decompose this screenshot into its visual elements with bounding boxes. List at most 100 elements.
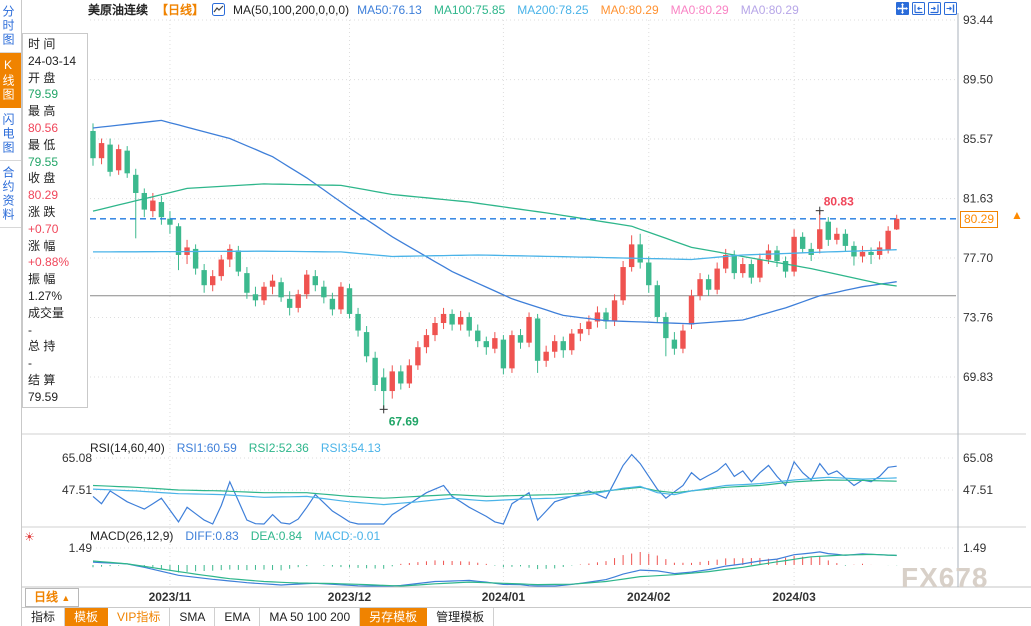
rsi-tick-label-right: 65.08	[963, 451, 993, 465]
rsi-value-2: RSI3:54.13	[320, 441, 381, 455]
rsi-line-RSI2	[92, 479, 897, 499]
x-axis-date-label: 2024/01	[482, 590, 526, 604]
period-selector-button[interactable]: 日线 ▲	[25, 588, 80, 607]
macd-histogram-group	[92, 551, 898, 573]
ma-value-2: MA200:78.25	[517, 2, 589, 17]
rail-tab-0[interactable]: 分时图	[0, 0, 21, 53]
quote-label: 结 算	[28, 372, 56, 387]
ma-line-MA200	[93, 249, 897, 261]
price-tick-label: 85.57	[963, 132, 993, 146]
quote-label: 涨 幅	[28, 238, 56, 253]
macd-tick-label-left: 1.49	[69, 541, 93, 555]
quote-label: 最 低	[28, 137, 56, 152]
macd-tick-label-right: 1.49	[963, 541, 987, 555]
rail-tab-1[interactable]: K线图	[0, 53, 21, 108]
macd-lines-group	[92, 551, 897, 587]
quote-value: 80.56	[28, 120, 59, 135]
bottom-toolbar: 指标 模板 VIP指标 SMA EMA MA 50 100 200 另存模板 管理模板	[22, 608, 495, 626]
rsi-tick-label-left: 65.08	[62, 451, 92, 465]
indicator-settings-icon[interactable]: ☀	[24, 530, 35, 544]
ma-value-3: MA0:80.29	[600, 2, 659, 17]
quote-label: 总 持	[28, 339, 56, 354]
rsi-lines-group	[92, 453, 897, 525]
quote-label: 开 盘	[28, 70, 56, 85]
ma-value-5: MA0:80.29	[740, 2, 799, 17]
quote-value: 79.55	[28, 154, 59, 169]
toolbar-button-5[interactable]: MA 50 100 200	[260, 608, 361, 626]
quote-value: 79.59	[28, 389, 59, 404]
quote-label: 振 幅	[28, 272, 56, 287]
ma-indicator-icon	[212, 3, 226, 16]
macd-value-0: DIFF:0.83	[185, 529, 239, 543]
rsi-value-1: RSI2:52.36	[248, 441, 309, 455]
x-axis-date-label: 2024/03	[772, 590, 816, 604]
quote-value: 1.27%	[28, 288, 63, 303]
price-tick-label: 73.76	[963, 311, 993, 325]
x-axis-date-label: 2024/02	[627, 590, 671, 604]
period-tag: 【日线】	[156, 3, 205, 17]
fit-right-icon[interactable]	[928, 2, 941, 15]
ma-line-MA100	[92, 183, 897, 287]
toolbar-button-3[interactable]: SMA	[170, 608, 216, 626]
macd-dea-line	[92, 553, 897, 587]
rsi-line-RSI1	[92, 453, 897, 525]
macd-value-1: DEA:0.84	[250, 529, 303, 543]
x-axis-date-label: 2023/12	[328, 590, 372, 604]
symbol-name: 美原油连续	[88, 3, 149, 17]
ma-value-1: MA100:75.85	[433, 2, 506, 17]
price-tick-label: 77.70	[963, 251, 993, 265]
chart-toolbar-icons	[896, 2, 957, 15]
rsi-value-0: RSI1:60.59	[176, 441, 237, 455]
macd-value-2: MACD:-0.01	[314, 529, 381, 543]
macd-diff-line	[92, 551, 897, 587]
bottom-toolbar-row: 指标 模板 VIP指标 SMA EMA MA 50 100 200 另存模板 管理模板	[0, 607, 1031, 626]
toolbar-button-1[interactable]: 模板	[65, 608, 109, 626]
quote-value: 24-03-14	[28, 53, 77, 68]
price-tick-label: 89.50	[963, 73, 993, 87]
ma-lines-group	[92, 119, 897, 325]
rsi-line-RSI3	[92, 476, 897, 506]
chevron-up-icon: ▲	[61, 593, 71, 603]
ma-value-0: MA50:76.13	[357, 2, 422, 17]
candles-group	[90, 123, 900, 410]
rsi-tick-label-right: 47.51	[963, 483, 993, 497]
toolbar-button-0[interactable]: 指标	[22, 608, 66, 626]
expand-right-icon[interactable]	[944, 2, 957, 15]
ma-value-4: MA0:80.29	[670, 2, 729, 17]
rsi-tick-label-left: 47.51	[62, 483, 92, 497]
rsi-values: RSI1:60.59 RSI2:52.36 RSI3:54.13	[177, 441, 381, 455]
chart-type-rail: 分时图 K线图 闪电图 合约资料	[0, 0, 22, 626]
ma-params-label: MA(50,100,200,0,0,0)	[233, 2, 350, 17]
macd-pane-header: MACD(26,12,9) DIFF:0.83 DEA:0.84 MACD:-0.0…	[90, 529, 380, 543]
quote-label: 时 间	[28, 37, 56, 51]
rail-tab-2[interactable]: 闪电图	[0, 108, 21, 161]
fit-left-icon[interactable]	[912, 2, 925, 15]
toolbar-button-6[interactable]: 另存模板	[360, 608, 428, 626]
low-annotation: 67.69	[389, 414, 419, 428]
rail-tab-3[interactable]: 合约资料	[0, 161, 21, 228]
toolbar-button-7[interactable]: 管理模板	[427, 608, 495, 626]
price-up-arrow-icon: ▲	[1011, 208, 1023, 222]
watermark: FX678	[901, 562, 989, 593]
x-axis-date-label: 2023/11	[149, 590, 192, 604]
quote-value: +0.70	[28, 221, 59, 236]
chart-header: 美原油连续 【日线】 MA(50,100,200,0,0,0) MA50:76.…	[88, 1, 799, 18]
macd-values: DIFF:0.83 DEA:0.84 MACD:-0.01	[185, 529, 380, 543]
quote-value: 79.59	[28, 87, 59, 102]
move-icon[interactable]	[896, 2, 909, 15]
quote-value: +0.88%	[28, 255, 70, 270]
price-tick-label: 81.63	[963, 192, 993, 206]
quote-value: 80.29	[28, 188, 59, 203]
quote-label: 涨 跌	[28, 204, 56, 219]
quote-label: 成交量	[28, 305, 65, 320]
rsi-pane-header: RSI(14,60,40) RSI1:60.59 RSI2:52.36 RSI3:5…	[90, 441, 381, 455]
period-label: 日线	[34, 590, 59, 604]
ma-values: MA50:76.13 MA100:75.85 MA200:78.25 MA0:80.2…	[357, 3, 799, 17]
quote-label: 收 盘	[28, 171, 56, 186]
toolbar-button-2[interactable]: VIP指标	[108, 608, 171, 626]
toolbar-button-4[interactable]: EMA	[215, 608, 261, 626]
current-price-tag: 80.29	[960, 211, 999, 228]
quote-value: -	[28, 322, 32, 337]
high-annotation: 80.83	[824, 195, 854, 209]
